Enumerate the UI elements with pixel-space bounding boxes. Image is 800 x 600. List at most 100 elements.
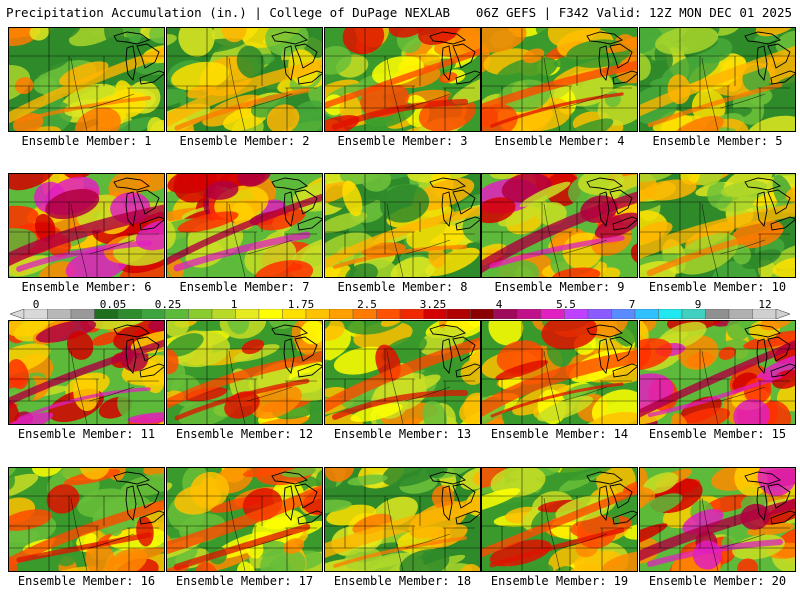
colorbar-bin	[705, 309, 730, 319]
precipitation-map	[640, 28, 795, 131]
ensemble-map-panel	[481, 173, 638, 278]
ensemble-map-panel	[639, 27, 796, 132]
colorbar-scale	[10, 309, 790, 319]
ensemble-member-label: Ensemble Member: 6	[21, 280, 152, 294]
colorbar-tick-label: 7	[628, 298, 636, 311]
colorbar-tick-label: 12	[758, 298, 772, 311]
colorbar-bin	[94, 309, 119, 319]
precipitation-map	[640, 321, 795, 424]
colorbar-bin	[752, 309, 777, 319]
colorbar-bin	[540, 309, 565, 319]
colorbar-bin	[235, 309, 260, 319]
precipitation-map	[167, 321, 322, 424]
ensemble-map-panel	[166, 320, 323, 425]
colorbar-right-arrow	[775, 309, 790, 319]
colorbar-bin	[352, 309, 377, 319]
ensemble-map-panel	[324, 27, 481, 132]
ensemble-map-panel	[481, 320, 638, 425]
colorbar-tick-label: 2.5	[357, 298, 377, 311]
ensemble-member-label: Ensemble Member: 20	[648, 574, 787, 588]
colorbar-bin	[681, 309, 706, 319]
colorbar-tick-label: 0	[32, 298, 40, 311]
ensemble-member-label: Ensemble Member: 2	[179, 134, 310, 148]
ensemble-map-panel	[8, 320, 165, 425]
colorbar-bin	[564, 309, 589, 319]
precipitation-map	[325, 174, 480, 277]
ensemble-map-panel	[8, 27, 165, 132]
colorbar-bin	[658, 309, 683, 319]
ensemble-member-label: Ensemble Member: 5	[652, 134, 783, 148]
precipitation-map	[9, 468, 164, 571]
colorbar-bin	[70, 309, 95, 319]
colorbar-bin	[446, 309, 471, 319]
precipitation-map	[640, 174, 795, 277]
ensemble-member-label: Ensemble Member: 17	[175, 574, 314, 588]
ensemble-member-label: Ensemble Member: 10	[648, 280, 787, 294]
ensemble-member-label: Ensemble Member: 15	[648, 427, 787, 441]
ensemble-map-panel	[8, 467, 165, 572]
ensemble-member-label: Ensemble Member: 14	[490, 427, 629, 441]
ensemble-member-label: Ensemble Member: 7	[179, 280, 310, 294]
model-run-info: 06Z GEFS | F342 Valid: 12Z MON DEC 01 20…	[475, 5, 792, 20]
colorbar-tick-label: 9	[694, 298, 702, 311]
ensemble-member-label: Ensemble Member: 3	[337, 134, 468, 148]
precipitation-map	[640, 468, 795, 571]
colorbar-tick-label: 3.25	[419, 298, 447, 311]
ensemble-member-label: Ensemble Member: 18	[333, 574, 472, 588]
ensemble-map-panel	[481, 467, 638, 572]
precipitation-map	[482, 468, 637, 571]
precipitation-map	[9, 174, 164, 277]
colorbar-bin	[634, 309, 659, 319]
colorbar-tick-label: 5.5	[556, 298, 576, 311]
colorbar-bin	[376, 309, 401, 319]
colorbar-bin	[188, 309, 213, 319]
ensemble-map-panel	[166, 27, 323, 132]
ensemble-map-panel	[324, 467, 481, 572]
precipitation-map	[325, 321, 480, 424]
colorbar-bin	[611, 309, 636, 319]
ensemble-map-panel	[481, 27, 638, 132]
colorbar-tick-label: 1.75	[287, 298, 315, 311]
colorbar-bin	[728, 309, 753, 319]
ensemble-member-label: Ensemble Member: 12	[175, 427, 314, 441]
ensemble-member-label: Ensemble Member: 9	[494, 280, 625, 294]
ensemble-member-label: Ensemble Member: 16	[17, 574, 156, 588]
map-title: Precipitation Accumulation (in.) | Colle…	[6, 5, 451, 20]
colorbar-bin	[399, 309, 424, 319]
ensemble-member-label: Ensemble Member: 19	[490, 574, 629, 588]
precipitation-map	[167, 28, 322, 131]
precipitation-colorbar: 0 0.05 0.25 1 1.75 2.5 3.25 4 5.5 7 9 12	[10, 298, 790, 320]
ensemble-map-panel	[166, 173, 323, 278]
ensemble-map-panel	[324, 320, 481, 425]
colorbar-bin	[23, 309, 48, 319]
colorbar-bin	[329, 309, 354, 319]
ensemble-map-panel	[324, 173, 481, 278]
precipitation-map	[325, 28, 480, 131]
precipitation-map	[167, 468, 322, 571]
colorbar-left-arrow	[10, 309, 25, 319]
ensemble-map-panel	[639, 467, 796, 572]
colorbar-bin	[423, 309, 448, 319]
ensemble-map-panel	[639, 320, 796, 425]
colorbar-tick-label: 0.25	[154, 298, 182, 311]
colorbar-bin	[305, 309, 330, 319]
colorbar-bin	[211, 309, 236, 319]
colorbar-bin	[282, 309, 307, 319]
precipitation-map	[325, 468, 480, 571]
ensemble-member-label: Ensemble Member: 13	[333, 427, 472, 441]
colorbar-bin	[587, 309, 612, 319]
colorbar-bin	[493, 309, 518, 319]
colorbar-tick-label: 4	[495, 298, 503, 311]
precipitation-map	[482, 174, 637, 277]
colorbar-bin	[470, 309, 495, 319]
colorbar-tick-label: 0.05	[99, 298, 127, 311]
ensemble-member-label: Ensemble Member: 1	[21, 134, 152, 148]
colorbar-bin	[117, 309, 142, 319]
ensemble-member-label: Ensemble Member: 4	[494, 134, 625, 148]
ensemble-map-panel	[639, 173, 796, 278]
ensemble-member-label: Ensemble Member: 8	[337, 280, 468, 294]
colorbar-bin	[517, 309, 542, 319]
colorbar-bin	[258, 309, 283, 319]
ensemble-member-label: Ensemble Member: 11	[17, 427, 156, 441]
precipitation-map	[482, 28, 637, 131]
